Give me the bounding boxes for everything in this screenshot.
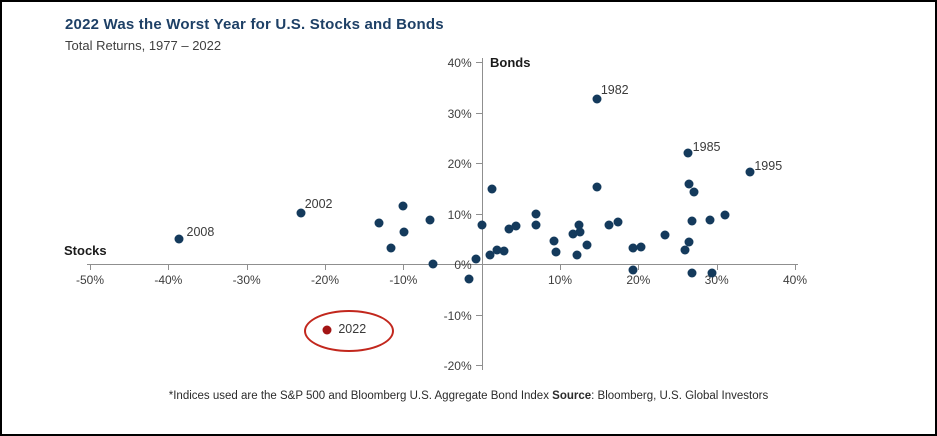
x-axis-tick [90, 265, 91, 270]
year-label-1995: 1995 [754, 159, 783, 174]
data-point [628, 265, 638, 275]
data-point [636, 242, 646, 252]
x-axis-tick [246, 265, 248, 270]
x-axis-tick [560, 265, 561, 270]
chart-title: 2022 Was the Worst Year for U.S. Stocks … [65, 16, 444, 33]
footnote-source-label: Source [552, 390, 592, 402]
y-axis-tick-label: 10% [447, 207, 472, 222]
data-point [582, 240, 592, 250]
data-point [689, 187, 699, 197]
x-axis-tick [325, 265, 326, 270]
data-point [492, 245, 502, 255]
data-point [504, 224, 514, 234]
year-label-2008: 2008 [186, 225, 215, 240]
data-point [604, 220, 614, 230]
data-point [374, 218, 384, 228]
y-axis-tick-label: 40% [447, 56, 472, 70]
y-axis-tick [475, 264, 482, 265]
x-axis-tick-label: -40% [154, 273, 183, 287]
x-axis-tick-label: -50% [75, 273, 105, 287]
data-point [720, 210, 729, 220]
data-point [399, 227, 409, 237]
data-point [660, 230, 670, 240]
footnote-text: *Indices used are the S&P 500 and Bloomb… [168, 390, 553, 402]
footnote: *Indices used are the S&P 500 and Bloomb… [2, 390, 935, 402]
x-axis-tick [795, 265, 796, 270]
data-point [477, 220, 487, 230]
x-axis-tick-label: -10% [389, 273, 418, 287]
x-axis-tick-label: -20% [310, 273, 340, 287]
y-axis-tick-label: -10% [443, 308, 472, 323]
data-point [574, 220, 584, 230]
x-axis-line [87, 264, 798, 265]
x-axis-tick-label: -30% [232, 273, 261, 287]
data-point [680, 245, 690, 255]
data-point [707, 268, 717, 278]
data-point [684, 179, 694, 189]
data-point [398, 201, 408, 211]
x-axis-title-stocks: Stocks [64, 243, 107, 258]
data-point [485, 250, 494, 260]
chart-subtitle: Total Returns, 1977 – 2022 [65, 38, 222, 53]
y-axis-tick [475, 365, 482, 366]
y-axis-tick-label: 30% [447, 106, 472, 121]
y-axis-tick [475, 163, 482, 164]
x-axis-tick [638, 265, 640, 270]
x-axis-tick [716, 265, 718, 270]
y-axis-tick [475, 314, 482, 316]
y-axis-tick [475, 112, 482, 114]
y-axis-tick [475, 213, 482, 215]
data-point [684, 237, 694, 247]
x-axis-tick [168, 265, 170, 270]
x-axis-tick-label: 10% [547, 273, 573, 287]
y-axis-tick-label: 0% [454, 258, 472, 272]
y-axis-tick-label: -20% [443, 359, 472, 373]
year-label-2022: 2022 [338, 321, 367, 336]
data-point [487, 184, 497, 194]
year-label-2002: 2002 [304, 196, 333, 211]
data-point [628, 243, 638, 253]
data-point [572, 250, 582, 260]
x-axis-tick [403, 265, 405, 270]
data-point [613, 217, 623, 227]
data-point [499, 246, 509, 256]
data-point [425, 215, 435, 225]
data-point [683, 148, 693, 158]
footnote-source-text: : Bloomberg, U.S. Global Investors [591, 390, 769, 402]
data-point [568, 229, 578, 239]
data-point [705, 215, 715, 225]
data-point [745, 167, 755, 177]
data-point [531, 209, 541, 219]
highlight-point-2022 [322, 325, 332, 335]
data-point [687, 268, 697, 278]
year-label-1985: 1985 [692, 139, 721, 154]
y-axis-line [481, 58, 483, 370]
data-point [551, 247, 561, 257]
data-point [464, 274, 474, 284]
data-point [575, 227, 585, 237]
data-point [549, 236, 559, 246]
data-point [592, 182, 602, 192]
y-axis-tick [475, 62, 482, 63]
x-axis-tick-label: 20% [626, 273, 651, 287]
y-axis-title-bonds: Bonds [490, 55, 531, 70]
data-point [592, 94, 602, 104]
highlight-ellipse-2022 [304, 309, 395, 352]
data-point [687, 216, 697, 226]
data-point [428, 259, 438, 269]
data-point [531, 220, 541, 230]
data-point [174, 234, 184, 244]
year-label-1982: 1982 [600, 83, 629, 98]
data-point [386, 243, 396, 253]
x-axis-tick-label: 40% [782, 273, 808, 287]
data-point [511, 221, 521, 231]
data-point [296, 208, 306, 218]
data-point [471, 254, 481, 264]
y-axis-tick-label: 20% [447, 157, 472, 171]
